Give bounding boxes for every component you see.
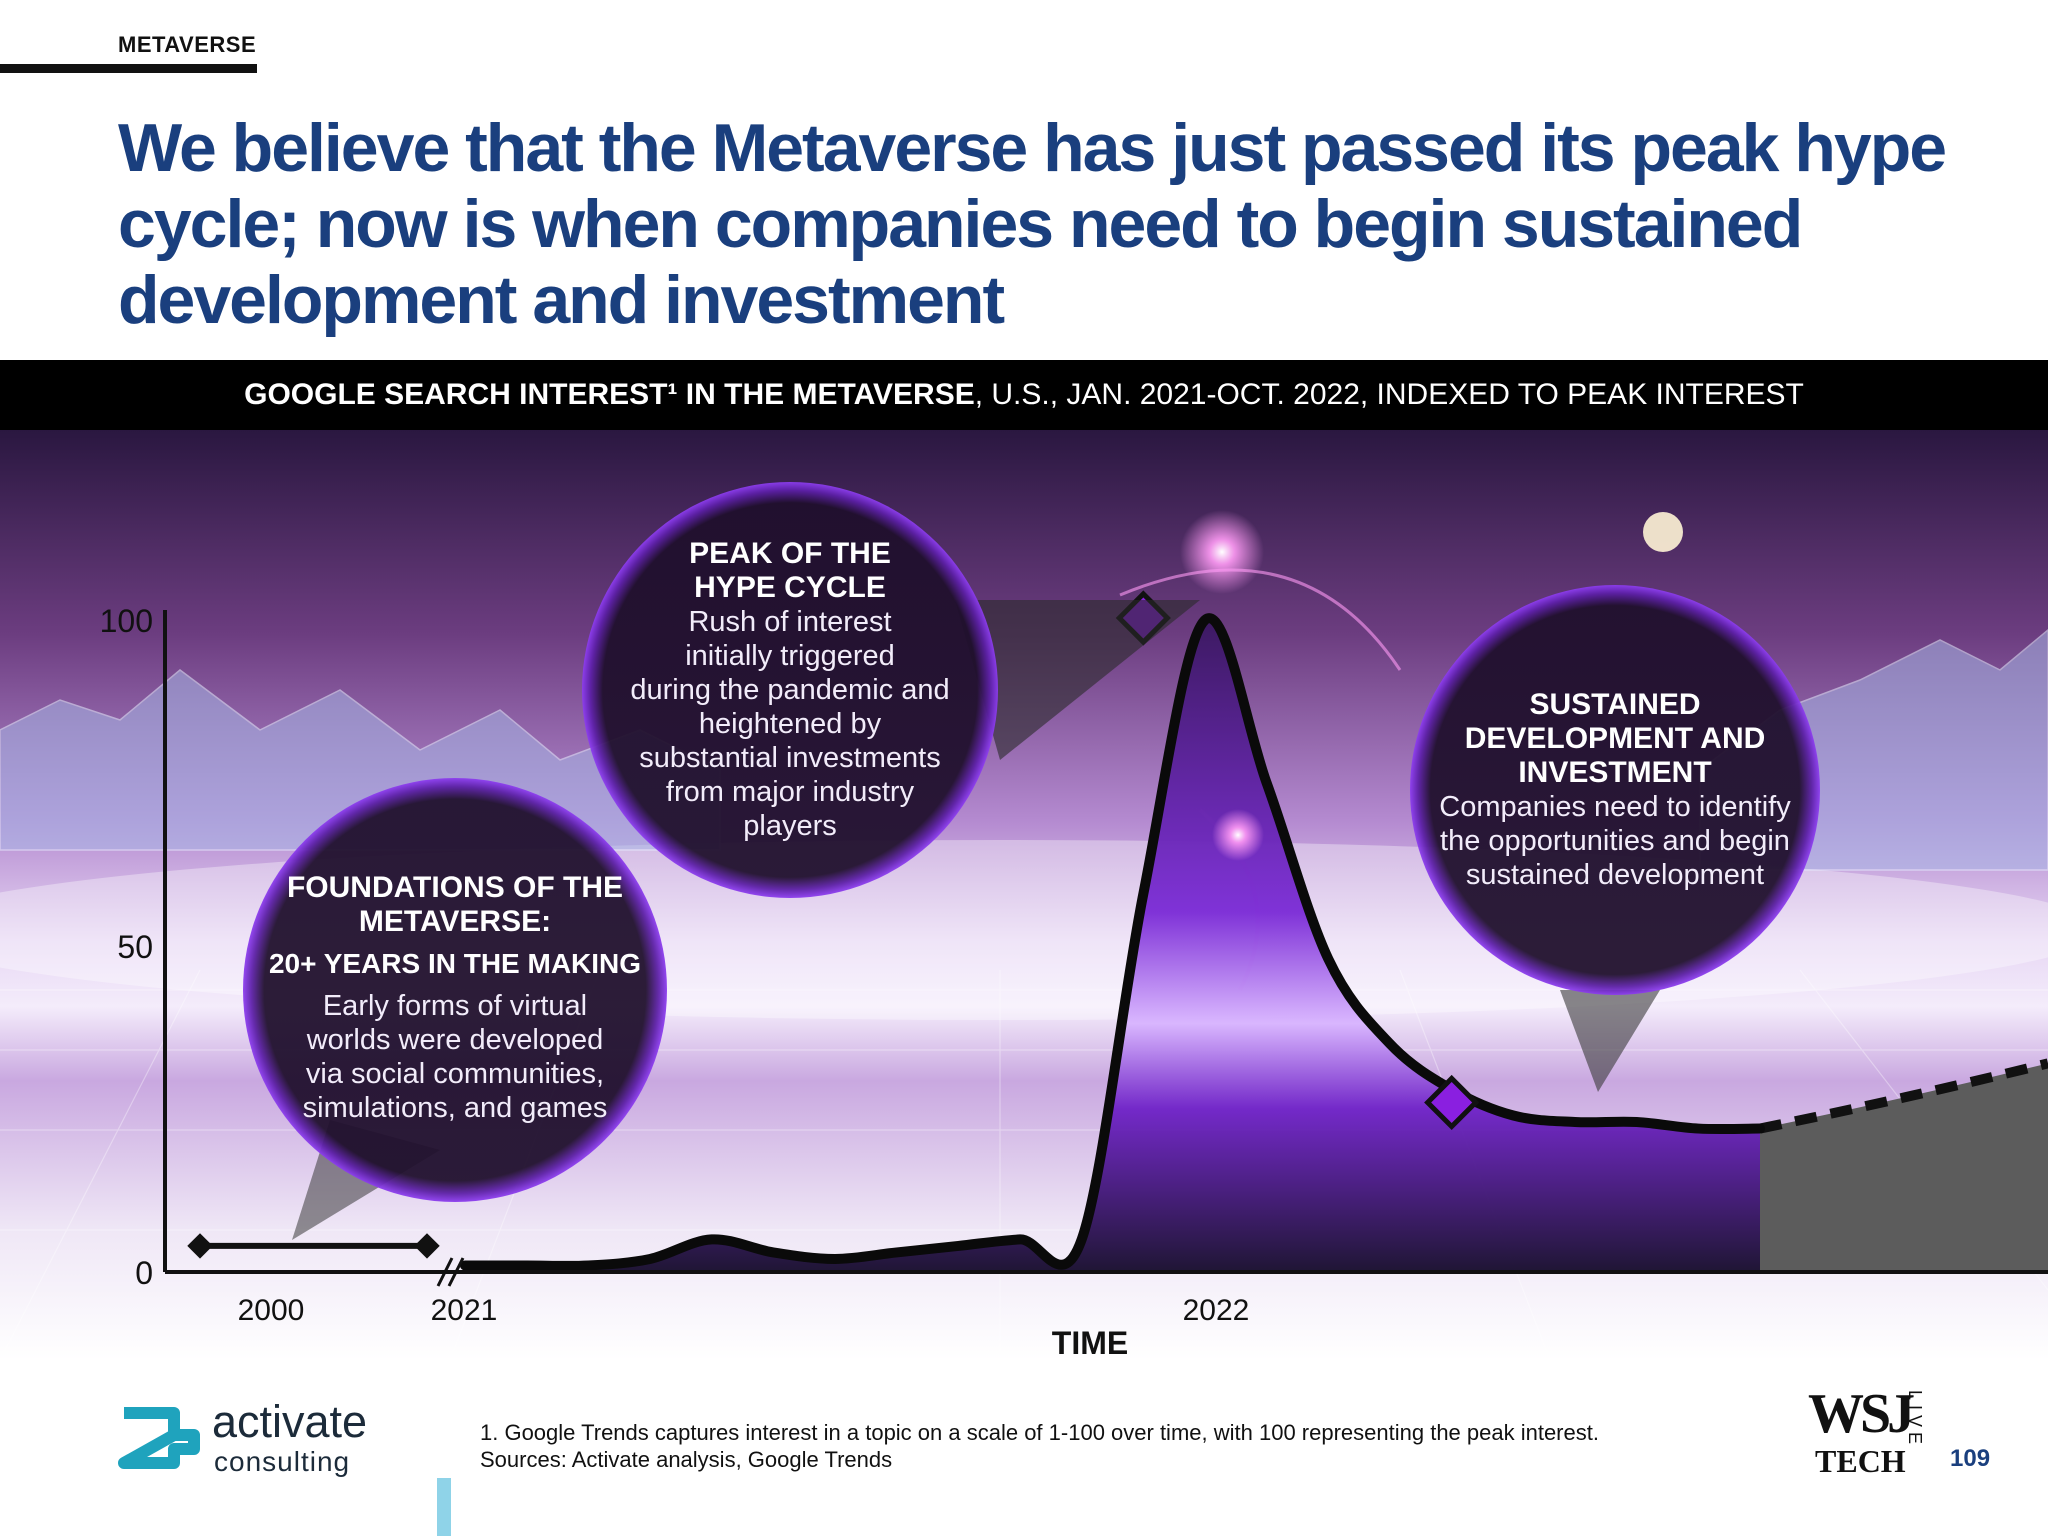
- bubble-body: Early forms of virtual: [323, 990, 587, 1022]
- light-arc: [1119, 568, 1402, 671]
- bubble-body: via social communities,: [306, 1058, 604, 1090]
- wsj-logo: WSJ: [1808, 1383, 1915, 1445]
- orb: [1643, 512, 1683, 552]
- bubble-sustained: [1410, 585, 1820, 995]
- bubble-body: Companies need to identify: [1439, 791, 1791, 823]
- wsj-tech: TECH: [1815, 1443, 1906, 1479]
- chart-title-bold: GOOGLE SEARCH INTEREST¹ IN THE METAVERSE: [244, 378, 975, 411]
- chart-stage: 0 50 100 2000 2021 2022 TIME FOUNDATIONS OF THE…: [0, 430, 2048, 1360]
- activate-logo-mark: [118, 1407, 200, 1469]
- x-tick-label: 2022: [1183, 1294, 1250, 1327]
- logo-wordmark: activate: [212, 1396, 368, 1447]
- bubble-body: from major industry: [666, 776, 915, 808]
- page-headline: We believe that the Metaverse has just p…: [118, 110, 1947, 338]
- bubble-title: FOUNDATIONS OF THE: [287, 871, 623, 904]
- bubble-body: players: [743, 810, 837, 842]
- bubble-body: sustained development: [1466, 859, 1764, 891]
- projection-line: [1758, 1058, 2048, 1134]
- bubble-title: INVESTMENT: [1518, 756, 1711, 789]
- chart-title-rest: , U.S., JAN. 2021-OCT. 2022, INDEXED TO …: [974, 378, 1804, 411]
- highlight-marker-sustained: [1424, 1074, 1480, 1131]
- wsj-live: LIVE: [1905, 1390, 1925, 1450]
- bubble-body: worlds were developed: [306, 1024, 604, 1056]
- bubble-subtitle: 20+ YEARS IN THE MAKING: [269, 948, 641, 979]
- bubble-title: SUSTAINED: [1529, 688, 1700, 721]
- flare-mid: [1212, 809, 1264, 861]
- bubble-title: HYPE CYCLE: [694, 571, 886, 604]
- foundations-range-marker: [414, 1233, 440, 1259]
- logo-subtitle: consulting: [214, 1446, 351, 1477]
- callout-pointer-sustained: [1560, 990, 1660, 1092]
- bubble-peak: [582, 482, 998, 898]
- chart-title-band: GOOGLE SEARCH INTEREST¹ IN THE METAVERSE…: [0, 360, 2048, 430]
- section-rule: [0, 64, 257, 73]
- bubble-title: METAVERSE:: [359, 905, 551, 938]
- page-number: 109: [1950, 1445, 1991, 1472]
- y-tick-label: 100: [100, 603, 153, 639]
- bubble-body: substantial investments: [639, 742, 940, 774]
- x-tick-label: 2000: [238, 1294, 305, 1327]
- bubble-body: heightened by: [699, 708, 882, 740]
- foundations-range-marker: [187, 1233, 213, 1259]
- bubble-body: during the pandemic and: [630, 674, 949, 706]
- accent-strip: [437, 1478, 451, 1536]
- flare-top: [1180, 510, 1264, 594]
- callout-pointer-peak: [955, 600, 1200, 760]
- bubble-body: Rush of interest: [688, 606, 891, 638]
- bubble-body: simulations, and games: [303, 1092, 608, 1124]
- bubble-title: PEAK OF THE: [689, 537, 891, 570]
- footnotes: 1. Google Trends captures interest in a …: [480, 1419, 1599, 1473]
- bubble-body: the opportunities and begin: [1440, 825, 1790, 857]
- footnote-sources: Sources: Activate analysis, Google Trend…: [480, 1447, 893, 1472]
- section-label: METAVERSE: [118, 32, 257, 57]
- footnote-1: 1. Google Trends captures interest in a …: [480, 1420, 1599, 1445]
- x-tick-label: 2021: [431, 1294, 498, 1327]
- bubble-foundations: [243, 778, 667, 1202]
- x-axis-title: TIME: [1052, 1325, 1128, 1360]
- interest-chart: 0 50 100 2000 2021 2022 TIME FOUNDATIONS OF THE…: [0, 430, 2048, 1360]
- logo-mark-shape: [118, 1407, 200, 1469]
- bubble-title: DEVELOPMENT AND: [1465, 722, 1766, 755]
- axis-break: [436, 1257, 465, 1287]
- y-tick-label: 50: [117, 929, 153, 965]
- y-tick-label: 0: [135, 1255, 153, 1291]
- bubble-body: initially triggered: [685, 640, 895, 672]
- series-line: [460, 613, 1765, 1271]
